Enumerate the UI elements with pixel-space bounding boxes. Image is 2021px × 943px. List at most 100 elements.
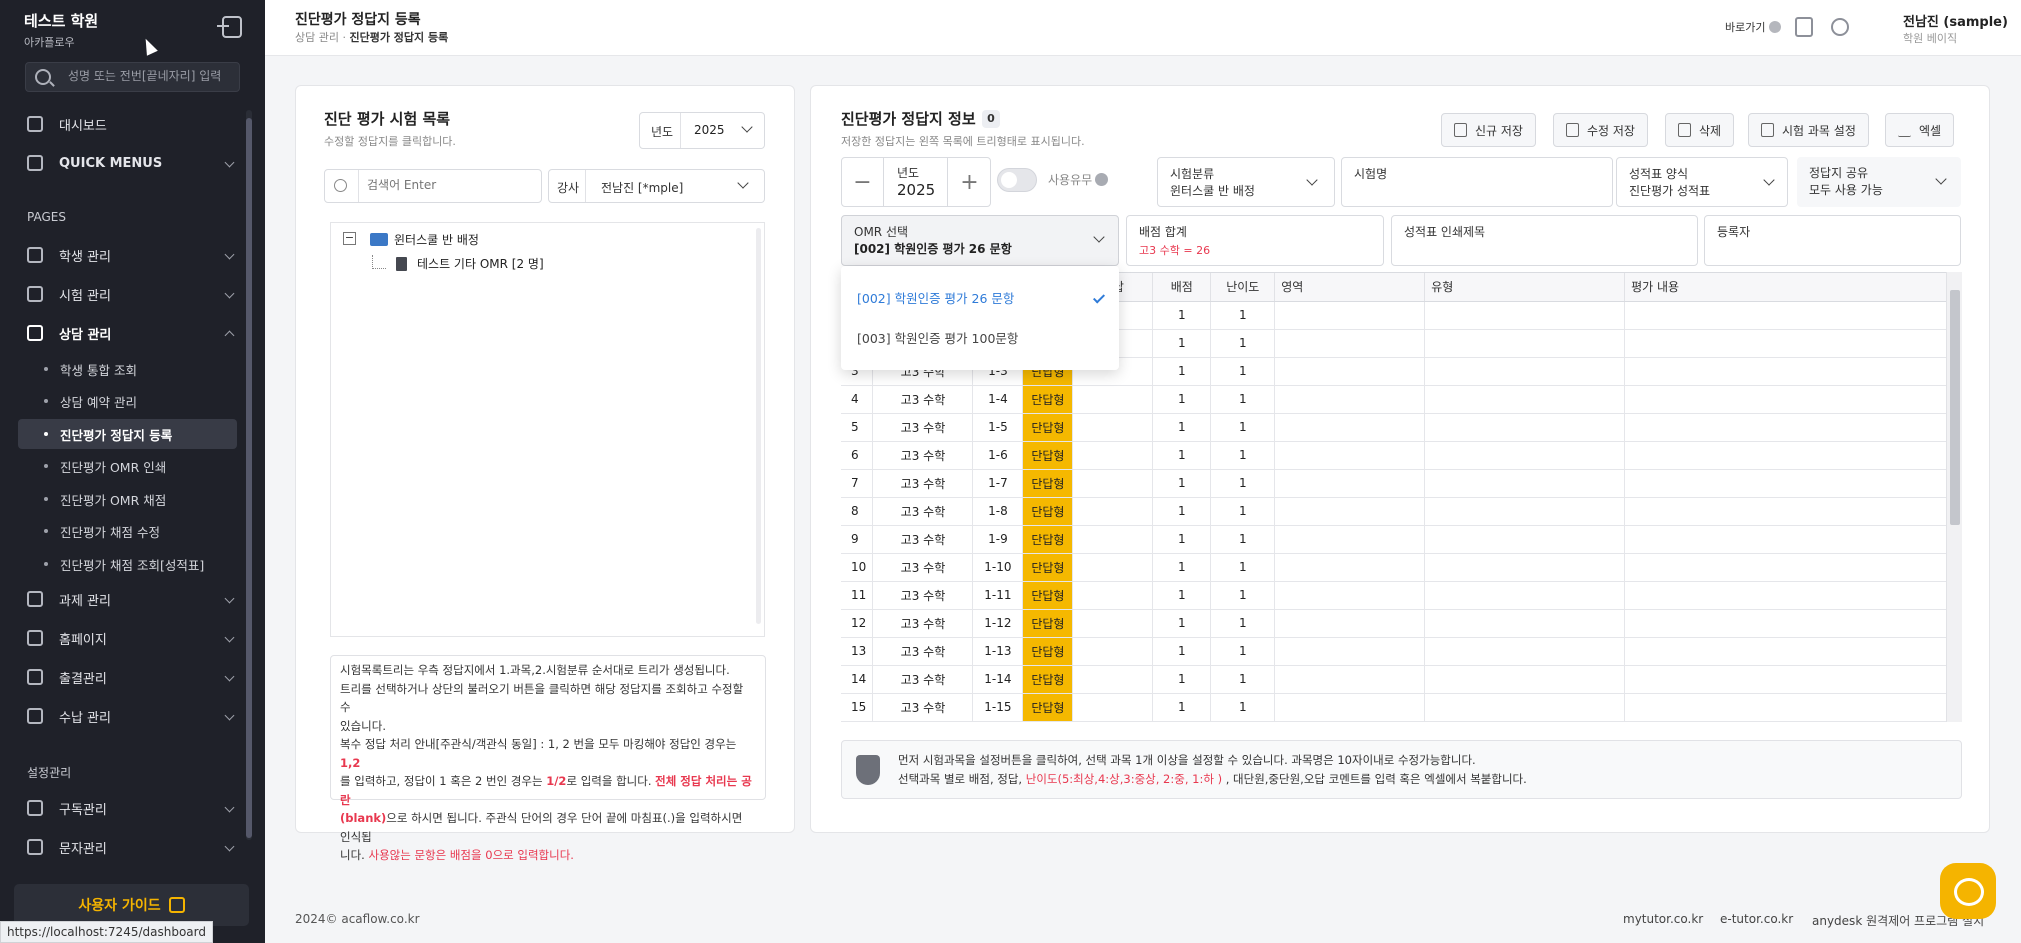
- cell-score[interactable]: 1: [1152, 357, 1212, 386]
- cell-type[interactable]: 단답형: [1022, 693, 1074, 722]
- cell-score[interactable]: 1: [1152, 385, 1212, 414]
- cell-qno[interactable]: 1-15: [972, 693, 1024, 722]
- cell-subject[interactable]: 고3 수학: [872, 581, 974, 610]
- cell-qno[interactable]: 1-5: [972, 413, 1024, 442]
- cell-answer[interactable]: [1072, 637, 1154, 666]
- cell-qno[interactable]: 1-9: [972, 525, 1024, 554]
- sidebar-sub-report[interactable]: 진단평가 채점 조회[성적표]: [18, 549, 237, 579]
- table-row[interactable]: 3 고3 수학 1-3 단답형 1 1: [841, 357, 1962, 386]
- cell-answer[interactable]: [1072, 609, 1154, 638]
- cell-level[interactable]: 1: [1210, 301, 1276, 330]
- table-row[interactable]: 8 고3 수학 1-8 단답형 1 1: [841, 497, 1962, 526]
- cell-answer[interactable]: [1072, 469, 1154, 498]
- cell-level[interactable]: 1: [1210, 609, 1276, 638]
- cell-score[interactable]: 1: [1152, 469, 1212, 498]
- logout-icon[interactable]: [217, 16, 242, 38]
- cell-subject[interactable]: 고3 수학: [872, 637, 974, 666]
- omr-select[interactable]: OMR 선택 [002] 학원인증 평가 26 문항: [841, 215, 1119, 266]
- cell-score[interactable]: 1: [1152, 525, 1212, 554]
- sidebar-item-payment[interactable]: 수납 관리: [27, 704, 237, 728]
- cell-qno[interactable]: 1-13: [972, 637, 1024, 666]
- cell-category[interactable]: [1424, 329, 1626, 358]
- cell-eval[interactable]: [1624, 553, 1962, 582]
- grid-scrollbar[interactable]: [1946, 272, 1962, 722]
- cell-subject[interactable]: 고3 수학: [872, 413, 974, 442]
- cell-eval[interactable]: [1624, 441, 1962, 470]
- excel-button[interactable]: 엑셀: [1885, 113, 1955, 147]
- sidebar-search-input[interactable]: [68, 69, 233, 83]
- col-eval[interactable]: 평가 내용: [1624, 273, 1962, 302]
- cell-eval[interactable]: [1624, 469, 1962, 498]
- cell-eval[interactable]: [1624, 357, 1962, 386]
- sidebar-sub-grading-edit[interactable]: 진단평가 채점 수정: [18, 516, 237, 546]
- cell-score[interactable]: 1: [1152, 581, 1212, 610]
- cell-no[interactable]: 5: [841, 413, 874, 442]
- use-toggle[interactable]: [997, 168, 1037, 192]
- cell-type[interactable]: 단답형: [1022, 553, 1074, 582]
- sidebar-item-attendance[interactable]: 출결관리: [27, 665, 237, 689]
- cell-area[interactable]: [1274, 441, 1426, 470]
- cell-subject[interactable]: 고3 수학: [872, 441, 974, 470]
- table-row[interactable]: 10 고3 수학 1-10 단답형 1 1: [841, 553, 1962, 582]
- sidebar-item-homepage[interactable]: 홈페이지: [27, 626, 237, 650]
- sidebar-item-subscription[interactable]: 구독관리: [27, 796, 237, 820]
- cell-type[interactable]: 단답형: [1022, 497, 1074, 526]
- cell-answer[interactable]: [1072, 525, 1154, 554]
- cell-no[interactable]: 14: [841, 665, 874, 694]
- cell-type[interactable]: 단답형: [1022, 469, 1074, 498]
- footer-link-mytutor[interactable]: mytutor.co.kr: [1623, 912, 1704, 926]
- cell-level[interactable]: 1: [1210, 441, 1276, 470]
- cell-score[interactable]: 1: [1152, 665, 1212, 694]
- cell-area[interactable]: [1274, 665, 1426, 694]
- cell-answer[interactable]: [1072, 693, 1154, 722]
- cell-type[interactable]: 단답형: [1022, 441, 1074, 470]
- sidebar-item-dashboard[interactable]: 대시보드: [27, 112, 237, 136]
- cell-category[interactable]: [1424, 301, 1626, 330]
- cell-level[interactable]: 1: [1210, 329, 1276, 358]
- cell-level[interactable]: 1: [1210, 525, 1276, 554]
- cell-type[interactable]: 단답형: [1022, 581, 1074, 610]
- shortcut-button[interactable]: 바로가기: [1725, 19, 1782, 35]
- cell-type[interactable]: 단답형: [1022, 637, 1074, 666]
- footer-link-anydesk[interactable]: anydesk 원격제어 프로그램 설치: [1812, 914, 1985, 928]
- cell-eval[interactable]: [1624, 693, 1962, 722]
- cell-category[interactable]: [1424, 385, 1626, 414]
- cell-subject[interactable]: 고3 수학: [872, 497, 974, 526]
- user-name[interactable]: 전남진 (sample): [1903, 15, 2008, 30]
- cell-eval[interactable]: [1624, 525, 1962, 554]
- cell-category[interactable]: [1424, 525, 1626, 554]
- cell-category[interactable]: [1424, 357, 1626, 386]
- cell-level[interactable]: 1: [1210, 413, 1276, 442]
- table-row[interactable]: 9 고3 수학 1-9 단답형 1 1: [841, 525, 1962, 554]
- cell-area[interactable]: [1274, 693, 1426, 722]
- sidebar-sub-answer-sheet[interactable]: 진단평가 정답지 등록: [18, 419, 237, 449]
- cell-level[interactable]: 1: [1210, 385, 1276, 414]
- cell-category[interactable]: [1424, 637, 1626, 666]
- report-form-select[interactable]: 성적표 양식 진단평가 성적표: [1616, 157, 1788, 207]
- cell-eval[interactable]: [1624, 637, 1962, 666]
- cell-eval[interactable]: [1624, 413, 1962, 442]
- category-select[interactable]: 시험분류 윈터스쿨 반 배정: [1157, 157, 1335, 207]
- cell-qno[interactable]: 1-10: [972, 553, 1024, 582]
- brand[interactable]: 테스트 학원 아카플로우: [24, 10, 98, 50]
- cell-subject[interactable]: 고3 수학: [872, 469, 974, 498]
- cell-answer[interactable]: [1072, 497, 1154, 526]
- table-row[interactable]: 4 고3 수학 1-4 단답형 1 1: [841, 385, 1962, 414]
- year-increment-button[interactable]: +: [960, 169, 979, 195]
- table-row[interactable]: 14 고3 수학 1-14 단답형 1 1: [841, 665, 1962, 694]
- cell-category[interactable]: [1424, 497, 1626, 526]
- sidebar-item-student[interactable]: 학생 관리: [27, 243, 237, 267]
- table-row[interactable]: 7 고3 수학 1-7 단답형 1 1: [841, 469, 1962, 498]
- cell-type[interactable]: 단답형: [1022, 665, 1074, 694]
- cell-area[interactable]: [1274, 581, 1426, 610]
- col-score[interactable]: 배점: [1152, 273, 1212, 302]
- cell-no[interactable]: 6: [841, 441, 874, 470]
- cell-level[interactable]: 1: [1210, 581, 1276, 610]
- cell-score[interactable]: 1: [1152, 553, 1212, 582]
- breadcrumb-parent[interactable]: 상담 관리: [295, 31, 339, 44]
- year-decrement-button[interactable]: −: [853, 169, 872, 195]
- cell-score[interactable]: 1: [1152, 413, 1212, 442]
- tree-collapse-icon[interactable]: −: [343, 231, 356, 245]
- cell-eval[interactable]: [1624, 385, 1962, 414]
- tree-search-input[interactable]: [367, 178, 532, 192]
